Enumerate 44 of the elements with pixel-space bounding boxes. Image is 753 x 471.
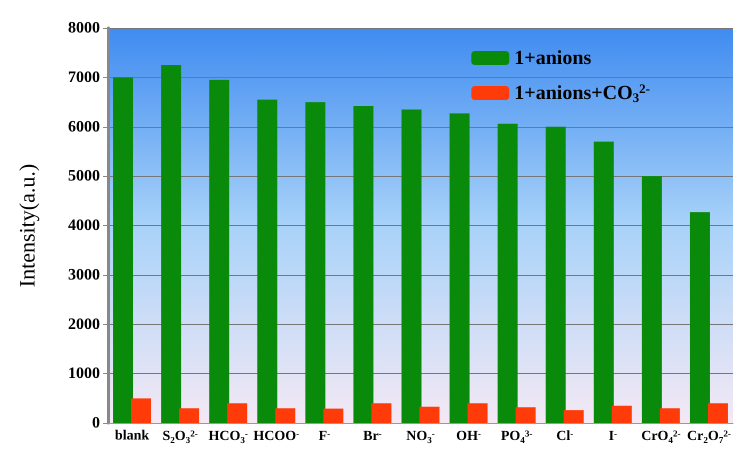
legend-label: 1+anions [514, 47, 592, 69]
bar [468, 403, 488, 423]
bar [161, 65, 182, 423]
bar [209, 80, 230, 423]
y-tick-label: 1000 [68, 365, 100, 382]
y-tick-label: 0 [92, 414, 100, 432]
bar [594, 142, 614, 423]
bar [546, 126, 566, 423]
bar [516, 407, 536, 423]
bar [450, 113, 470, 423]
x-tick-label: F- [318, 428, 330, 444]
x-tick-label: Br- [363, 428, 382, 444]
y-tick-label: 6000 [68, 118, 100, 136]
bar [642, 176, 662, 423]
x-tick-label: OH- [456, 428, 481, 444]
bar [660, 408, 680, 423]
y-tick-label: 5000 [68, 168, 100, 185]
x-tick-label: I- [608, 428, 618, 444]
bar [113, 77, 134, 423]
bar [402, 109, 422, 423]
bar [305, 102, 326, 423]
bar [564, 410, 584, 423]
bar [353, 106, 374, 423]
x-tick-label: HCOO- [253, 428, 300, 444]
bar [257, 100, 278, 423]
y-tick-label: 2000 [68, 316, 100, 333]
bar [131, 398, 152, 423]
y-tick-label: 3000 [68, 266, 100, 284]
x-tick-label: Cl- [556, 428, 574, 444]
bar [371, 403, 392, 423]
bar [420, 406, 440, 423]
y-tick-label: 7000 [68, 68, 100, 86]
bar [498, 124, 518, 423]
bar [227, 403, 248, 423]
y-tick-label: 4000 [68, 217, 100, 234]
bar [275, 408, 296, 423]
bar [323, 408, 344, 423]
bar [708, 403, 728, 423]
bar [179, 408, 200, 423]
x-tick-label: blank [114, 428, 150, 444]
y-tick-label: 8000 [68, 20, 100, 36]
bar [690, 212, 710, 423]
y-axis-title: Intensity(a.u.) [14, 164, 40, 288]
bar [612, 406, 632, 423]
